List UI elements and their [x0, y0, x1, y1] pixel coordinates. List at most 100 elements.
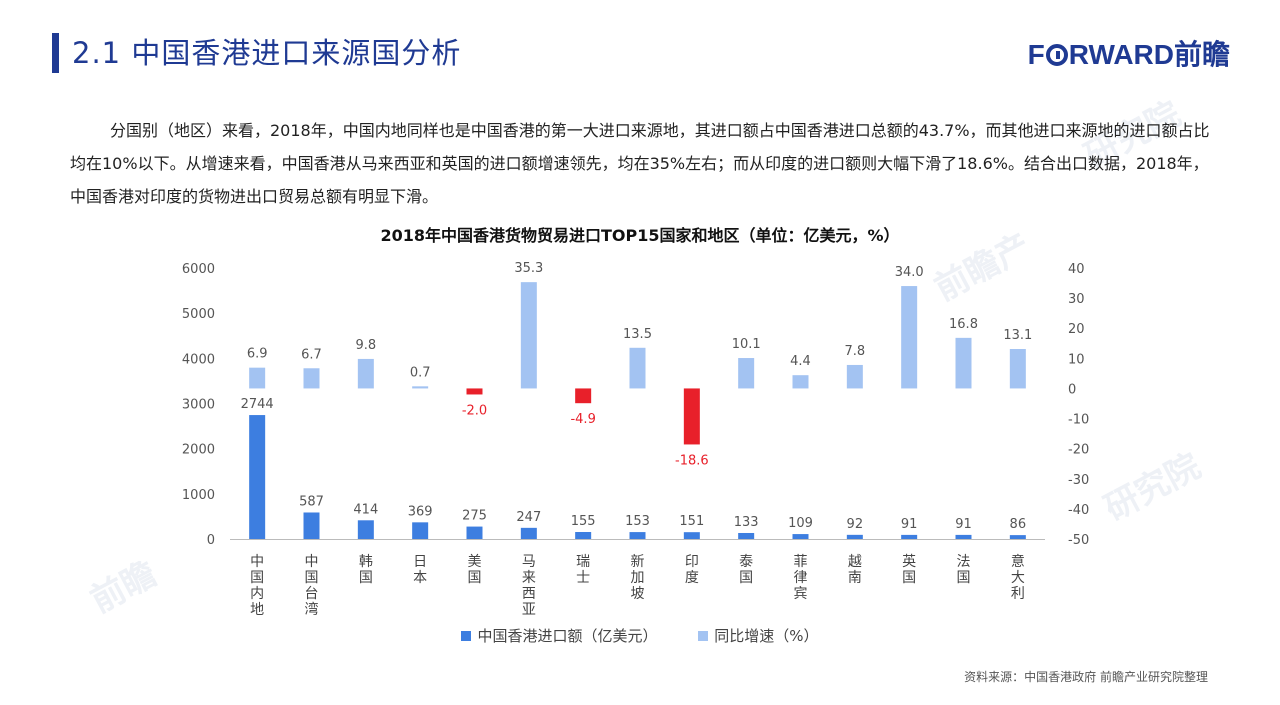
y-right-tick-label: -50 — [1068, 533, 1089, 548]
x-category-label: 中 — [250, 554, 264, 570]
x-category-label: 西 — [522, 586, 536, 602]
growth-data-label: 13.5 — [623, 327, 652, 342]
x-category-label: 国 — [739, 570, 753, 586]
import-bar — [792, 534, 809, 539]
growth-data-label: 34.0 — [895, 265, 924, 280]
growth-data-label: 7.8 — [844, 344, 865, 359]
y-left-tick-label: 2000 — [182, 443, 215, 458]
x-category-label: 瑞 — [576, 554, 590, 570]
x-category-label: 国 — [902, 570, 916, 586]
forward-logo: F RWARD前瞻 — [1028, 38, 1230, 72]
growth-data-label: 16.8 — [949, 317, 978, 332]
import-bar — [1009, 535, 1026, 539]
import-data-label: 414 — [353, 502, 378, 517]
growth-data-label: 13.1 — [1003, 328, 1032, 343]
growth-data-label: -4.9 — [570, 412, 595, 427]
x-category-label: 意 — [1011, 553, 1025, 570]
x-category-label: 法 — [957, 554, 971, 570]
x-category-label: 来 — [522, 570, 536, 586]
x-category-label: 日 — [413, 554, 427, 570]
x-category-label: 亚 — [522, 602, 536, 618]
y-left-tick-label: 5000 — [182, 307, 215, 322]
x-category-label: 美 — [468, 554, 482, 570]
x-category-label: 菲 — [794, 554, 808, 570]
growth-bar — [629, 347, 646, 389]
import-bar — [466, 526, 483, 539]
legend-item-growth: 同比增速（%） — [698, 625, 819, 646]
import-data-label: 92 — [847, 517, 864, 532]
growth-bar — [303, 368, 320, 389]
y-left-tick-label: 3000 — [182, 398, 215, 413]
x-category-label: 度 — [685, 570, 699, 586]
chart-title: 2018年中国香港货物贸易进口TOP15国家和地区（单位：亿美元，%） — [380, 226, 900, 245]
growth-data-label: 35.3 — [514, 261, 543, 276]
growth-data-label: 0.7 — [410, 365, 431, 380]
import-bar — [249, 415, 266, 539]
y-left-tick-label: 4000 — [182, 352, 215, 367]
growth-bar — [846, 364, 863, 389]
import-data-label: 369 — [408, 504, 433, 519]
growth-data-label: 6.7 — [301, 347, 322, 362]
x-category-label: 中 — [305, 554, 319, 570]
x-category-label: 国 — [359, 570, 373, 586]
x-category-label: 南 — [848, 570, 862, 586]
growth-bar — [249, 367, 266, 389]
growth-bar — [520, 282, 537, 389]
growth-bar — [792, 375, 809, 389]
y-right-tick-label: 10 — [1068, 352, 1085, 367]
import-data-label: 109 — [788, 516, 813, 531]
x-category-label: 大 — [1011, 570, 1025, 586]
legend-swatch-import — [461, 631, 472, 641]
y-right-tick-label: -20 — [1068, 443, 1089, 458]
source-note: 资料来源：中国香港政府 前瞻产业研究院整理 — [964, 670, 1208, 684]
import-bar — [846, 534, 863, 539]
import-data-label: 275 — [462, 509, 487, 524]
import-data-label: 247 — [516, 510, 541, 525]
import-data-label: 91 — [955, 517, 972, 532]
import-bar — [412, 522, 429, 539]
growth-bar — [955, 337, 972, 389]
y-right-tick-label: -40 — [1068, 503, 1089, 518]
y-left-tick-label: 0 — [207, 533, 215, 548]
growth-bar — [466, 388, 483, 395]
x-category-label: 马 — [522, 554, 536, 570]
x-category-label: 加 — [631, 570, 645, 586]
growth-bar — [575, 388, 592, 404]
import-bar — [303, 512, 320, 539]
growth-bar — [901, 286, 918, 389]
x-category-label: 泰 — [739, 554, 753, 570]
y-right-tick-label: 40 — [1068, 262, 1085, 277]
logo-o-icon — [1045, 44, 1068, 66]
logo-text-right: RWARD前瞻 — [1068, 39, 1230, 70]
import-bar — [575, 531, 592, 539]
growth-bar — [738, 358, 755, 389]
x-category-label: 地 — [250, 602, 264, 618]
y-right-tick-label: -10 — [1068, 413, 1089, 428]
import-data-label: 2744 — [241, 397, 274, 412]
growth-data-label: 4.4 — [790, 354, 811, 369]
x-category-label: 国 — [250, 570, 264, 586]
x-category-label: 内 — [250, 586, 264, 602]
import-data-label: 155 — [571, 514, 596, 529]
intro-paragraph: 分国别（地区）来看，2018年，中国内地同样也是中国香港的第一大进口来源地，其进… — [70, 121, 1210, 206]
y-right-tick-label: 20 — [1068, 322, 1085, 337]
import-bar — [520, 527, 537, 539]
x-category-label: 士 — [576, 570, 590, 586]
legend-swatch-growth — [698, 631, 709, 641]
growth-data-label: -18.6 — [675, 453, 709, 468]
x-category-label: 越 — [848, 554, 862, 570]
legend-item-import: 中国香港进口额（亿美元） — [461, 625, 657, 646]
import-bar — [738, 532, 755, 539]
import-data-label: 91 — [901, 517, 918, 532]
import-bar — [901, 534, 918, 539]
import-data-label: 153 — [625, 514, 650, 529]
x-category-label: 本 — [413, 570, 427, 586]
import-data-label: 86 — [1010, 517, 1027, 532]
growth-data-label: 10.1 — [732, 337, 761, 352]
import-data-label: 151 — [679, 514, 704, 529]
x-category-label: 国 — [957, 570, 971, 586]
y-right-tick-label: 30 — [1068, 292, 1085, 307]
growth-data-label: 6.9 — [247, 347, 268, 362]
growth-bar — [357, 358, 374, 389]
